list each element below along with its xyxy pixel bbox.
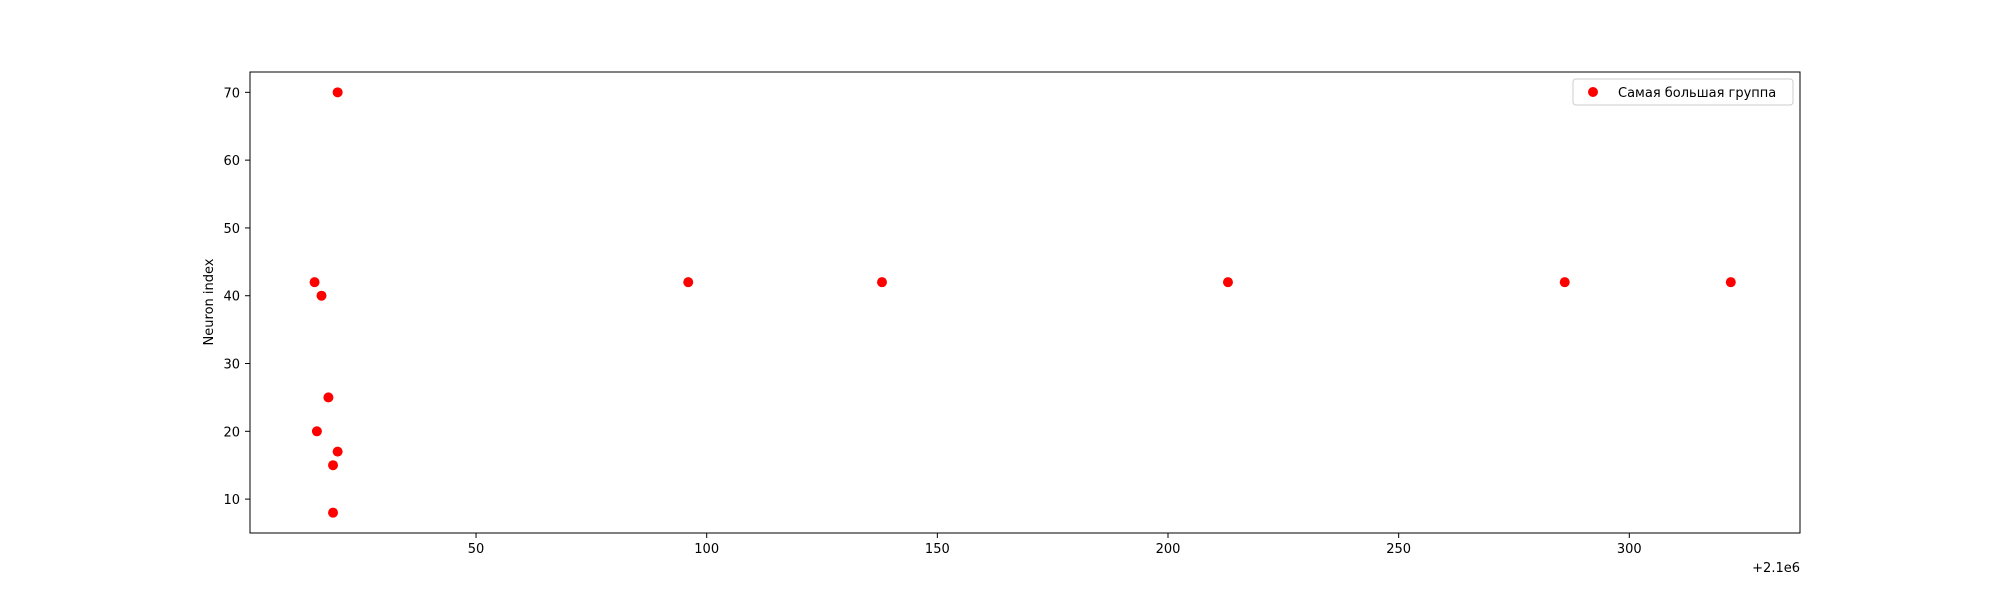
legend: Самая большая группа: [1572, 78, 1794, 106]
y-tick-label: 70: [223, 86, 240, 101]
y-tick-label: 30: [223, 358, 240, 373]
data-point: [1725, 277, 1736, 288]
y-tick-label: 10: [223, 493, 240, 508]
data-point: [309, 277, 320, 288]
y-tick-label: 60: [223, 154, 240, 169]
y-tick-label: 40: [223, 290, 240, 305]
x-tick-label: 250: [1386, 542, 1411, 557]
legend-marker: [1588, 87, 1598, 97]
x-axis-offset-label: +2.1e6: [1752, 561, 1800, 576]
data-point: [1559, 277, 1570, 288]
y-axis: 10 20 30 40 50 60 70: [223, 86, 250, 508]
data-point: [1222, 277, 1233, 288]
data-point: [316, 290, 327, 301]
legend-label: Самая большая группа: [1618, 86, 1776, 101]
x-tick-label: 200: [1156, 542, 1181, 557]
x-axis: 50 100 150 200 250 300: [468, 533, 1642, 557]
data-point: [683, 277, 694, 288]
plot-area-frame: [249, 71, 1801, 534]
y-tick-label: 20: [223, 425, 240, 440]
x-tick-label: 50: [468, 542, 485, 557]
data-point: [323, 392, 334, 403]
x-tick-label: 300: [1617, 542, 1642, 557]
y-tick-label: 50: [223, 222, 240, 237]
points-layer: [309, 87, 1736, 518]
data-point: [876, 277, 887, 288]
data-point: [332, 87, 343, 98]
x-tick-label: 150: [925, 542, 950, 557]
data-point: [328, 507, 339, 518]
data-point: [328, 460, 339, 471]
y-axis-label: Neuron index: [202, 258, 217, 345]
x-tick-label: 100: [694, 542, 719, 557]
legend-box: [1572, 78, 1794, 106]
data-point: [332, 446, 343, 457]
data-point: [311, 426, 322, 437]
